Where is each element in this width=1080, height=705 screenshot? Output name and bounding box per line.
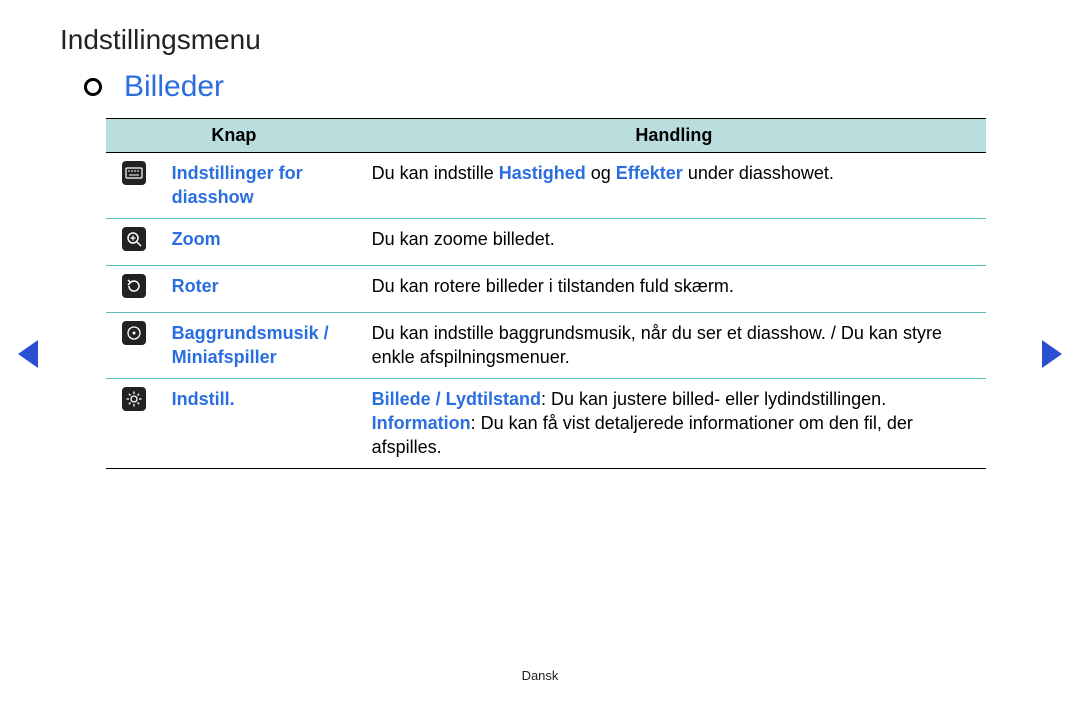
row-label: Indstill. — [172, 389, 235, 409]
rotate-icon — [122, 274, 146, 298]
row-desc: Billede / Lydtilstand: Du kan justere bi… — [362, 378, 986, 468]
section-header: Billeder — [84, 70, 1020, 104]
table-row: Indstill. Billede / Lydtilstand: Du kan … — [106, 378, 986, 468]
header-knap: Knap — [106, 119, 362, 153]
row-label: Indstillinger for diasshow — [172, 163, 303, 207]
row-desc: Du kan indstille Hastighed og Effekter u… — [362, 153, 986, 219]
table-row: Indstillinger for diasshow Du kan indsti… — [106, 153, 986, 219]
row-desc: Du kan rotere billeder i tilstanden fuld… — [362, 265, 986, 312]
table-header-row: Knap Handling — [106, 119, 986, 153]
table-row: Zoom Du kan zoome billedet. — [106, 218, 986, 265]
bullet-icon — [84, 78, 102, 96]
page-title: Indstillingsmenu — [60, 24, 1020, 56]
row-label: Zoom — [172, 229, 221, 249]
keyboard-icon — [122, 161, 146, 185]
zoom-icon — [122, 227, 146, 251]
music-icon — [122, 321, 146, 345]
row-desc: Du kan indstille baggrundsmusik, når du … — [362, 313, 986, 379]
table-bottom-border — [106, 468, 986, 469]
nav-next-icon[interactable] — [1042, 340, 1062, 368]
page: Indstillingsmenu Billeder Knap Handling — [0, 0, 1080, 705]
table-row: Roter Du kan rotere billeder i tilstande… — [106, 265, 986, 312]
settings-table: Knap Handling Indstillinger for diasshow… — [106, 118, 986, 469]
footer-language: Dansk — [0, 668, 1080, 683]
row-label: Baggrundsmusik / Miniafspiller — [172, 323, 329, 367]
row-desc: Du kan zoome billedet. — [362, 218, 986, 265]
table-row: Baggrundsmusik / Miniafspiller Du kan in… — [106, 313, 986, 379]
gear-icon — [122, 387, 146, 411]
nav-prev-icon[interactable] — [18, 340, 38, 368]
header-handling: Handling — [362, 119, 986, 153]
row-label: Roter — [172, 276, 219, 296]
section-title: Billeder — [124, 70, 224, 104]
